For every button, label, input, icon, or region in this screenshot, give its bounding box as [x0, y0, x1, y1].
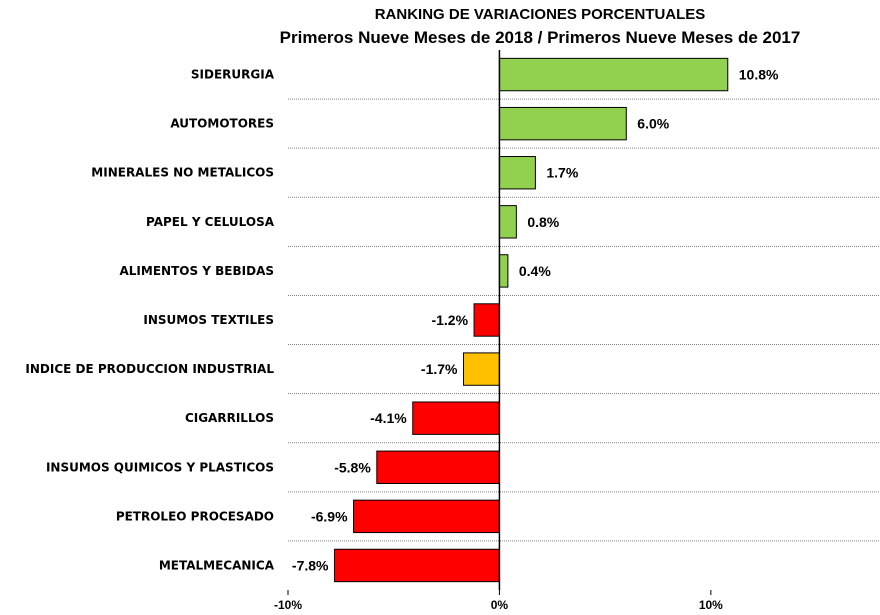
- value-label: 6.0%: [637, 116, 669, 132]
- category-label: SIDERURGIA: [191, 68, 275, 82]
- bar: [353, 499, 500, 534]
- category-label: PAPEL Y CELULOSA: [146, 215, 275, 229]
- bar: [498, 106, 627, 141]
- tick-label: 10%: [699, 598, 723, 612]
- category-label: ALIMENTOS Y BEBIDAS: [120, 264, 275, 278]
- value-label: -1.7%: [421, 361, 458, 377]
- bar: [334, 548, 500, 583]
- bars: 10.8% 6.0% 1.7% 0.8% 0.4% -1.2% -1.7% -4.1% -5.8…: [292, 57, 779, 583]
- value-label: 10.8%: [739, 67, 779, 83]
- value-label: -4.1%: [370, 410, 407, 426]
- category-label: METALMECANICA: [159, 558, 275, 572]
- category-label: INDICE DE PRODUCCION INDUSTRIAL: [25, 362, 274, 376]
- value-label: -1.2%: [431, 312, 468, 328]
- value-label: 0.4%: [519, 263, 551, 279]
- category-label: INSUMOS TEXTILES: [143, 313, 274, 327]
- chart-title: RANKING DE VARIACIONES PORCENTUALES: [375, 6, 706, 23]
- value-label: -5.8%: [334, 459, 371, 475]
- bar: [498, 205, 517, 239]
- value-label: -6.9%: [311, 508, 348, 524]
- bar: [498, 57, 729, 92]
- bar: [462, 352, 500, 386]
- value-label: 1.7%: [546, 165, 578, 181]
- category-label: INSUMOS QUIMICOS Y PLASTICOS: [46, 460, 274, 474]
- category-label: CIGARRILLOS: [185, 411, 274, 425]
- bar: [473, 303, 500, 337]
- bar: [376, 450, 500, 484]
- bar: [412, 401, 500, 435]
- bar: [498, 156, 536, 190]
- category-label: PETROLEO PROCESADO: [116, 509, 274, 523]
- x-axis: -10% 0% 10%: [274, 50, 723, 612]
- category-label: AUTOMOTORES: [170, 117, 274, 131]
- category-label: MINERALES NO METALICOS: [91, 166, 274, 180]
- bar: [498, 254, 509, 288]
- category-labels: SIDERURGIA AUTOMOTORES MINERALES NO METALI…: [25, 68, 274, 573]
- value-label: 0.8%: [527, 214, 559, 230]
- tick-label: -10%: [274, 598, 302, 612]
- value-label: -7.8%: [292, 557, 329, 573]
- tick-label: 0%: [491, 598, 509, 612]
- chart-subtitle: Primeros Nueve Meses de 2018 / Primeros …: [280, 28, 801, 47]
- gridlines: [288, 98, 880, 542]
